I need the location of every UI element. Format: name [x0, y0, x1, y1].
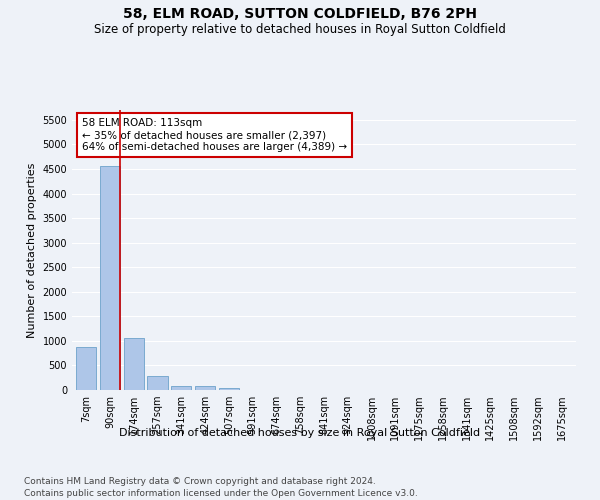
Bar: [219, 388, 239, 390]
Bar: [76, 347, 97, 390]
Y-axis label: Number of detached properties: Number of detached properties: [27, 162, 37, 338]
Bar: [124, 338, 144, 390]
Bar: [100, 166, 120, 390]
Bar: [148, 376, 167, 390]
Bar: [171, 386, 191, 390]
Text: 58, ELM ROAD, SUTTON COLDFIELD, B76 2PH: 58, ELM ROAD, SUTTON COLDFIELD, B76 2PH: [123, 8, 477, 22]
Text: Distribution of detached houses by size in Royal Sutton Coldfield: Distribution of detached houses by size …: [119, 428, 481, 438]
Text: Size of property relative to detached houses in Royal Sutton Coldfield: Size of property relative to detached ho…: [94, 22, 506, 36]
Text: 58 ELM ROAD: 113sqm
← 35% of detached houses are smaller (2,397)
64% of semi-det: 58 ELM ROAD: 113sqm ← 35% of detached ho…: [82, 118, 347, 152]
Bar: [195, 386, 215, 390]
Text: Contains HM Land Registry data © Crown copyright and database right 2024.: Contains HM Land Registry data © Crown c…: [24, 478, 376, 486]
Text: Contains public sector information licensed under the Open Government Licence v3: Contains public sector information licen…: [24, 489, 418, 498]
